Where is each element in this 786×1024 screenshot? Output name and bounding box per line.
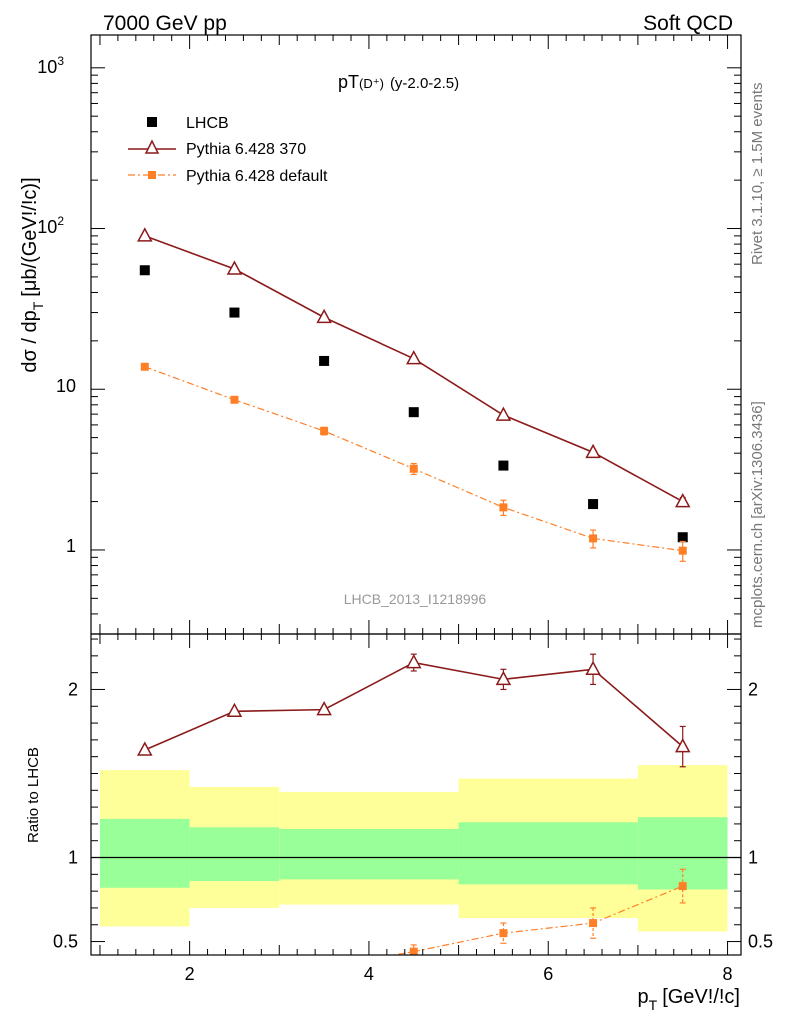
legend-marker-pythia-370 [144,139,160,154]
y-tick-label-100: 102 [37,214,64,237]
uncertainty-band-inner [279,828,459,880]
ratio-point-pythia-6-428-370 [226,702,243,718]
legend-marker-lhcb [147,117,157,127]
x-tick-label: 4 [364,964,374,984]
data-point-pythia-6-428-default [409,464,418,473]
data-point-lhcb [139,265,150,276]
ratio-point-pythia-6-428-370 [316,701,332,716]
data-point-pythia-6-428-370 [226,260,243,275]
data-point-lhcb [319,355,330,366]
main-y-axis-label-main: dσ / dp [19,310,41,372]
main-title: pT(D⁺) (y-2.0-2.5) [338,72,459,92]
y-tick-label-1000-base: 10 [37,57,57,77]
y-tick-label-100-base: 10 [37,217,57,237]
data-point-pythia-6-428-370 [585,443,601,459]
data-point-pythia-6-428-370 [495,406,512,421]
main-y-axis-label: dσ / dpT [μb/(GeV!/!c)] [19,177,46,372]
ratio-y-axis-label: Ratio to LHCB [25,747,42,843]
x-axis-label-main: p [638,986,649,1008]
y-tick-label-100-exp: 2 [57,214,64,228]
ratio-point-pythia-6-428-370 [405,653,422,669]
ratio-point-pythia-6-428-370 [495,670,512,686]
data-point-pythia-6-428-default [678,546,687,555]
analysis-watermark: LHCB_2013_I1218996 [344,591,487,607]
data-point-pythia-6-428-370 [405,350,422,365]
ratio-point-pythia-6-428-370 [585,660,601,676]
ratio-y-tick-label-right: 2 [748,679,758,699]
legend-label-pythia-default: Pythia 6.428 default [186,168,328,185]
x-axis-label-tail: [GeV!/!c] [662,986,740,1008]
ratio-point-pythia-6-428-370 [137,741,153,756]
legend: LHCB Pythia 6.428 370 Pythia 6.428 defau… [128,115,328,185]
rivet-version-label: Rivet 3.1.10, ≥ 1.5M events [749,83,766,266]
main-title-sub: (D⁺) [359,76,384,91]
y-tick-label-1000: 103 [37,54,64,77]
uncertainty-band-inner [458,822,638,885]
data-point-lhcb [588,499,599,510]
uncertainty-band-inner [99,818,190,888]
x-tick-label: 8 [723,964,733,984]
data-point-lhcb [229,307,240,318]
x-tick-label: 6 [543,964,553,984]
ratio-point-pythia-6-428-default [678,882,687,891]
y-tick-label-1: 1 [66,536,76,556]
ratio-line-pythia-6-428-370 [144,661,684,751]
main-title-main: pT [338,72,359,92]
main-y-axis-label-tail: [μb/(GeV!/!c)] [19,177,41,296]
data-point-pythia-6-428-370 [316,308,332,324]
ratio-y-tick-label-right: 1 [748,848,758,868]
data-point-pythia-6-428-370 [674,493,691,508]
x-tick-label: 2 [185,964,195,984]
series-line-pythia-6-428-370 [144,235,684,503]
y-tick-label-10: 10 [56,376,76,396]
y-tick-label-1000-exp: 3 [57,54,64,68]
ratio-point-pythia-6-428-default [589,919,598,928]
header-right-label: Soft QCD [643,12,733,35]
ratio-plot-frame [90,633,742,956]
uncertainty-band-inner [189,827,280,882]
data-point-lhcb [677,532,688,543]
ratio-series-group [137,653,691,955]
ratio-point-pythia-6-428-default [409,947,418,955]
ratio-point-pythia-6-428-default [499,929,508,938]
data-point-lhcb [498,460,509,471]
data-point-lhcb [408,407,419,418]
main-y-axis-label-sub: T [30,301,46,310]
data-point-pythia-6-428-default [589,534,598,543]
ratio-plot-area [91,765,741,932]
mcplots-label: mcplots.cern.ch [arXiv:1306.3436] [749,401,766,628]
ratio-y-tick-label-left: 1 [68,848,78,868]
x-axis-label: pT [GeV!/!c] [638,986,741,1013]
header-left-label: 7000 GeV pp [103,12,227,35]
x-axis-label-sub: T [649,997,658,1013]
legend-label-pythia-370: Pythia 6.428 370 [186,141,306,158]
data-point-pythia-6-428-default [499,503,508,512]
legend-marker-pythia-default [148,171,156,179]
main-title-tail: (y-2.0-2.5) [390,75,459,92]
ratio-y-tick-label-left: 0.5 [53,932,78,952]
data-point-pythia-6-428-370 [137,227,153,242]
ratio-point-pythia-6-428-370 [674,738,691,753]
data-point-pythia-6-428-default [140,362,149,371]
series-line-pythia-6-428-default [144,366,683,552]
ratio-y-tick-label-right: 0.5 [748,932,773,952]
uncertainty-band-inner [637,817,728,890]
ratio-y-tick-label-left: 2 [68,679,78,699]
data-point-pythia-6-428-default [320,426,329,435]
data-point-pythia-6-428-default [230,395,239,404]
legend-label-lhcb: LHCB [186,115,229,132]
